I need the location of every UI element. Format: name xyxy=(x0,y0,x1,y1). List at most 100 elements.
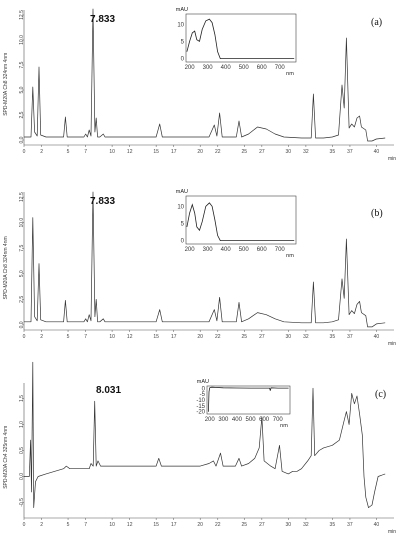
panel-c: -0.50.00.51.01.50 2 5 7 10 12 15 17 20 22 25 27 30 32… xyxy=(3,361,396,535)
peak-retention-label: 7.833 xyxy=(90,196,115,207)
inset-x-tick-label: 600 xyxy=(259,417,270,423)
x-tick-label: 25 xyxy=(241,522,247,528)
x-tick-label: 17 xyxy=(171,522,177,528)
y-tick-label: 10.0 xyxy=(19,35,25,45)
x-tick-label: 40 xyxy=(374,522,380,528)
inset-spectrum-line xyxy=(186,18,295,59)
x-tick-label: 2 xyxy=(40,522,43,528)
inset-y-tick-label: 10 xyxy=(177,22,184,28)
x-tick-label: 27 xyxy=(259,334,265,340)
y-axis-title: SPD-M20A Ch8 324nm 4nm xyxy=(3,236,9,299)
y-tick-label: 0.0 xyxy=(19,136,25,143)
inset-x-tick-label: 600 xyxy=(257,65,268,71)
y-axis-title: SPD-M20A Ch8 324nm 4nm xyxy=(3,53,9,116)
x-tick-label: 2 xyxy=(40,149,43,155)
x-tick-label: 20 xyxy=(197,334,203,340)
inset-x-tick-label: 500 xyxy=(239,247,250,253)
inset-x-tick-label: 400 xyxy=(232,417,243,423)
x-tick-label: 22 xyxy=(215,149,221,155)
x-tick-label: 37 xyxy=(347,334,353,340)
x-tick-label: 17 xyxy=(171,334,177,340)
inset-x-tick-label: 200 xyxy=(185,247,196,253)
x-unit-label: min xyxy=(388,529,396,535)
inset-x-unit: nm xyxy=(280,423,288,429)
inset-frame xyxy=(185,13,297,63)
inset-x-unit: nm xyxy=(286,253,294,259)
y-tick-label: 2.5 xyxy=(19,296,25,303)
y-tick-label: 5.0 xyxy=(19,86,25,93)
inset-x-tick-label: 400 xyxy=(221,247,232,253)
x-tick-label: 5 xyxy=(67,149,70,155)
y-tick-label: 0.5 xyxy=(19,447,25,454)
panel-label: (c) xyxy=(375,389,386,400)
panel-a: 0.02.55.07.510.012.50 2 5 7 10 12 15 17 20 22 25 27… xyxy=(3,7,396,162)
x-tick-label: 12 xyxy=(127,334,133,340)
inset-x-tick-label: 500 xyxy=(239,65,250,71)
peak-retention-label: 8.031 xyxy=(96,385,121,396)
chromatogram-trace xyxy=(24,191,386,328)
uv-spectrum-inset: 0 5 10 200 300 400 500 600 700 mAU nm xyxy=(176,189,297,259)
x-tick-label: 10 xyxy=(109,334,115,340)
inset-x-tick-label: 600 xyxy=(257,247,268,253)
inset-x-tick-label: 300 xyxy=(203,65,214,71)
x-tick-label: 2 xyxy=(40,334,43,340)
panel-label: (a) xyxy=(371,17,382,28)
x-tick-label: 35 xyxy=(330,334,336,340)
uv-spectrum-inset: 0 5 10 200 300 400 500 600 700 mAU nm xyxy=(176,7,297,77)
x-tick-label: 7 xyxy=(84,522,87,528)
inset-y-unit: mAU xyxy=(176,7,188,13)
inset-frame xyxy=(206,385,291,415)
x-tick-label: 37 xyxy=(347,522,353,528)
x-tick-label: 10 xyxy=(109,522,115,528)
y-tick-label: 0.0 xyxy=(19,473,25,480)
inset-y-tick-label: 0 xyxy=(181,239,185,245)
inset-y-tick-label: 0 xyxy=(181,57,185,63)
x-tick-label: 37 xyxy=(347,149,353,155)
x-tick-label: 35 xyxy=(330,522,336,528)
inset-y-tick-label: -15 xyxy=(196,404,205,410)
x-tick-label: 27 xyxy=(259,149,265,155)
y-tick-label: -0.5 xyxy=(19,498,25,507)
y-axis-title: SPD-M20A Ch4 325nm 4nm xyxy=(3,426,9,489)
x-tick-label: 12 xyxy=(127,522,133,528)
inset-x-tick-label: 200 xyxy=(205,417,216,423)
x-tick-label: 0 xyxy=(23,522,26,528)
y-tick-label: 7.5 xyxy=(19,245,25,252)
x-tick-label: 32 xyxy=(303,334,309,340)
y-tick-label: 7.5 xyxy=(19,61,25,68)
x-tick-label: 5 xyxy=(67,334,70,340)
inset-y-tick-label: 0 xyxy=(202,386,206,392)
inset-y-tick-label: -10 xyxy=(196,398,205,404)
inset-y-unit: mAU xyxy=(176,189,188,195)
inset-x-tick-label: 300 xyxy=(218,417,229,423)
x-tick-label: 10 xyxy=(109,149,115,155)
inset-x-tick-label: 700 xyxy=(275,65,286,71)
inset-frame xyxy=(185,195,297,245)
inset-y-tick-label: -5 xyxy=(200,392,206,398)
x-tick-label: 27 xyxy=(259,522,265,528)
inset-x-tick-label: 300 xyxy=(203,247,214,253)
x-tick-label: 35 xyxy=(330,149,336,155)
x-tick-label: 20 xyxy=(197,149,203,155)
x-tick-label: 30 xyxy=(286,334,292,340)
x-tick-label: 7 xyxy=(84,149,87,155)
x-tick-label: 40 xyxy=(374,334,380,340)
y-tick-label: 1.0 xyxy=(19,421,25,428)
x-tick-label: 30 xyxy=(286,522,292,528)
inset-x-tick-label: 700 xyxy=(273,417,284,423)
x-tick-label: 5 xyxy=(67,522,70,528)
inset-y-unit: mAU xyxy=(197,379,209,385)
panel-b: 0.02.55.07.510.012.50 2 5 7 10 12 15 17 20 22 25 27… xyxy=(3,189,396,347)
y-tick-label: 12.5 xyxy=(19,192,25,202)
chromatogram-trace xyxy=(24,361,386,508)
x-tick-label: 7 xyxy=(84,334,87,340)
x-unit-label: min xyxy=(388,156,396,162)
y-tick-label: 12.5 xyxy=(19,10,25,20)
inset-y-tick-label: 10 xyxy=(177,204,184,210)
x-tick-label: 30 xyxy=(286,149,292,155)
x-tick-label: 32 xyxy=(303,522,309,528)
x-tick-label: 17 xyxy=(171,149,177,155)
chromatogram-trace xyxy=(24,8,386,142)
x-tick-label: 15 xyxy=(153,149,159,155)
x-tick-label: 15 xyxy=(153,522,159,528)
